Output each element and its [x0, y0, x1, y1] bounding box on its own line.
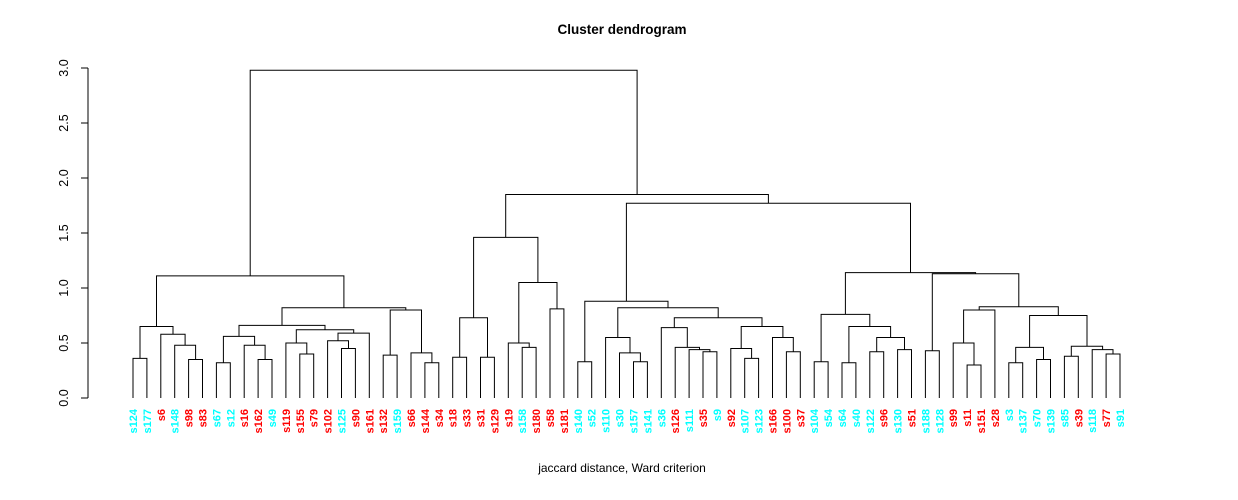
- leaf-label: s36: [656, 409, 668, 427]
- leaf-label: s85: [1059, 409, 1071, 427]
- leaf-label: s159: [392, 409, 404, 433]
- leaf-label: s118: [1087, 409, 1099, 433]
- leaf-label: s51: [906, 409, 918, 427]
- leaf-label: s141: [642, 409, 654, 433]
- leaf-label: s104: [809, 408, 821, 433]
- leaf-label: s96: [879, 409, 891, 427]
- leaf-label: s110: [601, 409, 613, 433]
- leaf-label: s123: [754, 409, 766, 433]
- leaf-label: s52: [587, 409, 599, 427]
- y-tick-label: 2.5: [57, 114, 71, 131]
- leaf-label: s18: [448, 409, 460, 427]
- leaf-label: s34: [434, 408, 446, 427]
- leaf-label: s54: [823, 408, 835, 427]
- leaf-label: s157: [628, 409, 640, 433]
- leaf-label: s90: [350, 409, 362, 427]
- leaf-label: s158: [517, 409, 529, 433]
- y-tick-label: 2.0: [57, 169, 71, 186]
- leaf-label: s83: [198, 409, 210, 427]
- leaf-label: s70: [1032, 409, 1044, 427]
- leaf-label: s11: [962, 409, 974, 427]
- y-tick-label: 3.0: [57, 59, 71, 76]
- y-tick-label: 1.0: [57, 279, 71, 296]
- leaf-label: s35: [698, 409, 710, 427]
- leaf-label: s124: [128, 408, 140, 433]
- leaf-label: s31: [476, 409, 488, 427]
- leaf-label: s162: [253, 409, 265, 433]
- chart-title: Cluster dendrogram: [557, 22, 687, 37]
- leaf-label: s129: [489, 409, 501, 433]
- leaf-label: s99: [948, 409, 960, 427]
- leaf-label: s37: [795, 409, 807, 427]
- leaf-label: s30: [615, 409, 627, 427]
- leaf-label: s132: [378, 409, 390, 433]
- leaf-label: s33: [462, 409, 474, 427]
- leaf-label: s28: [990, 409, 1002, 427]
- leaf-label: s148: [170, 409, 182, 433]
- y-tick-label: 0.0: [57, 389, 71, 406]
- leaf-label: s58: [545, 409, 557, 427]
- leaf-label: s98: [184, 409, 196, 427]
- leaf-label: s6: [156, 409, 168, 421]
- leaf-label: s19: [503, 409, 515, 427]
- leaf-label: s128: [934, 409, 946, 433]
- leaf-label: s91: [1115, 409, 1127, 427]
- leaf-label: s180: [531, 409, 543, 433]
- leaf-label: s119: [281, 409, 293, 433]
- leaf-label: s161: [364, 409, 376, 433]
- leaf-label: s126: [670, 409, 682, 433]
- y-tick-label: 0.5: [57, 334, 71, 351]
- leaf-label: s39: [1073, 409, 1085, 427]
- leaf-label: s67: [211, 409, 223, 427]
- leaf-label: s12: [225, 409, 237, 427]
- y-tick-label: 1.5: [57, 224, 71, 241]
- leaf-label: s166: [767, 409, 779, 433]
- leaf-label: s92: [726, 409, 738, 427]
- leaf-label: s155: [295, 409, 307, 433]
- leaf-label: s40: [851, 409, 863, 427]
- leaf-label: s3: [1004, 409, 1016, 421]
- leaf-label: s79: [309, 409, 321, 427]
- leaf-label: s64: [837, 408, 849, 427]
- leaf-label: s107: [740, 409, 752, 433]
- leaf-label: s9: [712, 409, 724, 421]
- leaf-label: s125: [337, 409, 349, 433]
- leaf-label: s130: [893, 409, 905, 433]
- leaf-label: s16: [239, 409, 251, 427]
- leaf-label: s122: [865, 409, 877, 433]
- leaf-label: s137: [1018, 409, 1030, 433]
- leaf-label: s151: [976, 409, 988, 433]
- leaf-label: s102: [323, 409, 335, 433]
- leaf-label: s188: [920, 409, 932, 433]
- leaf-label: s139: [1045, 409, 1057, 433]
- leaf-label: s140: [573, 409, 585, 433]
- leaf-label: s177: [142, 409, 154, 433]
- dendrogram-tree: [132, 69, 1121, 398]
- leaf-label: s181: [559, 409, 571, 433]
- leaf-label: s111: [684, 409, 696, 432]
- leaf-label: s144: [420, 408, 432, 433]
- leaf-label: s77: [1101, 409, 1113, 427]
- leaf-label: s49: [267, 409, 279, 427]
- leaf-label: s66: [406, 409, 418, 427]
- leaf-label: s100: [781, 409, 793, 433]
- x-axis-label: jaccard distance, Ward criterion: [538, 461, 706, 475]
